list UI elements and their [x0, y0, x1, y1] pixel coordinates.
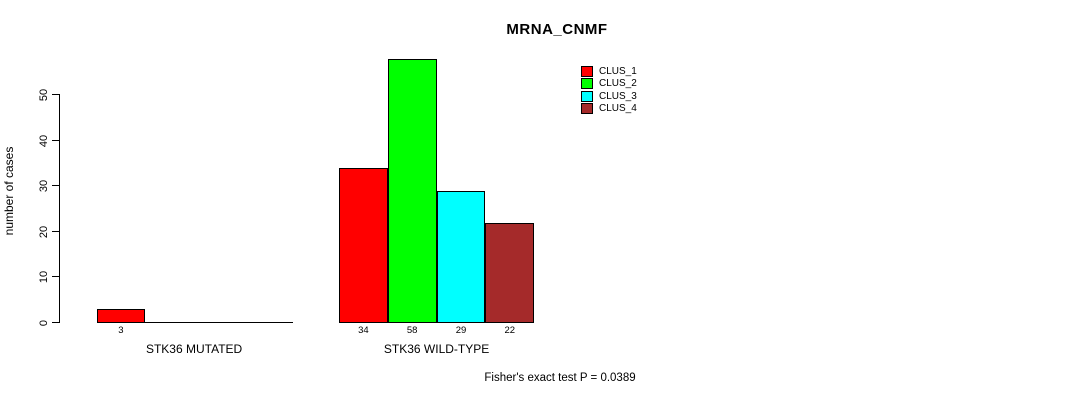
y-tick-label: 20 [38, 225, 50, 239]
legend-swatch-clus-2 [581, 78, 593, 90]
y-tick [52, 276, 59, 278]
bar-clus-1 [96, 309, 146, 323]
bar-value-label: 58 [406, 325, 418, 336]
legend-label: CLUS_3 [599, 90, 637, 102]
bar-value-label: 29 [455, 325, 467, 336]
chart-title: MRNA_CNMF [506, 21, 608, 38]
y-tick [52, 139, 59, 141]
y-axis-line [59, 94, 60, 323]
legend-swatch-clus-1 [581, 65, 593, 77]
y-tick [52, 185, 59, 187]
legend-swatch-clus-3 [581, 90, 593, 102]
legend-label: CLUS_2 [599, 78, 637, 90]
y-tick-label: 10 [38, 271, 50, 284]
y-tick [52, 230, 59, 232]
x-group-label: STK36 MUTATED [145, 342, 243, 356]
x-group-label: STK36 WILD-TYPE [383, 342, 490, 356]
legend-swatch-clus-4 [581, 103, 593, 115]
legend-label: CLUS_4 [599, 103, 637, 115]
y-tick-label: 30 [38, 180, 50, 193]
legend-item: CLUS_4 [581, 103, 637, 116]
annotation-text: Fisher's exact test P = 0.0389 [484, 372, 636, 384]
y-tick-label: 40 [38, 134, 50, 147]
y-axis-title: number of cases [2, 146, 16, 236]
bar-value-label: 3 [118, 325, 124, 336]
bar-clus-3 [436, 191, 486, 323]
y-tick-label: 50 [38, 89, 50, 102]
bar-clus-2 [387, 59, 437, 323]
bar-clus-1 [339, 168, 388, 323]
zero-bar-clus-2 [145, 322, 196, 323]
y-tick [52, 322, 59, 323]
legend-item: CLUS_1 [581, 65, 637, 78]
legend-item: CLUS_2 [581, 78, 637, 91]
bar-value-label: 22 [504, 325, 516, 336]
y-tick [52, 94, 59, 96]
legend: CLUS_1 CLUS_2 CLUS_3 CLUS_4 [581, 65, 637, 115]
y-tick-label: 0 [38, 319, 50, 327]
zero-bar-clus-3 [194, 322, 244, 323]
zero-bar-clus-4 [242, 322, 293, 323]
bar-value-label: 34 [358, 325, 369, 336]
legend-item: CLUS_3 [581, 90, 637, 103]
legend-label: CLUS_1 [599, 65, 637, 77]
bar-clus-4 [485, 223, 535, 323]
